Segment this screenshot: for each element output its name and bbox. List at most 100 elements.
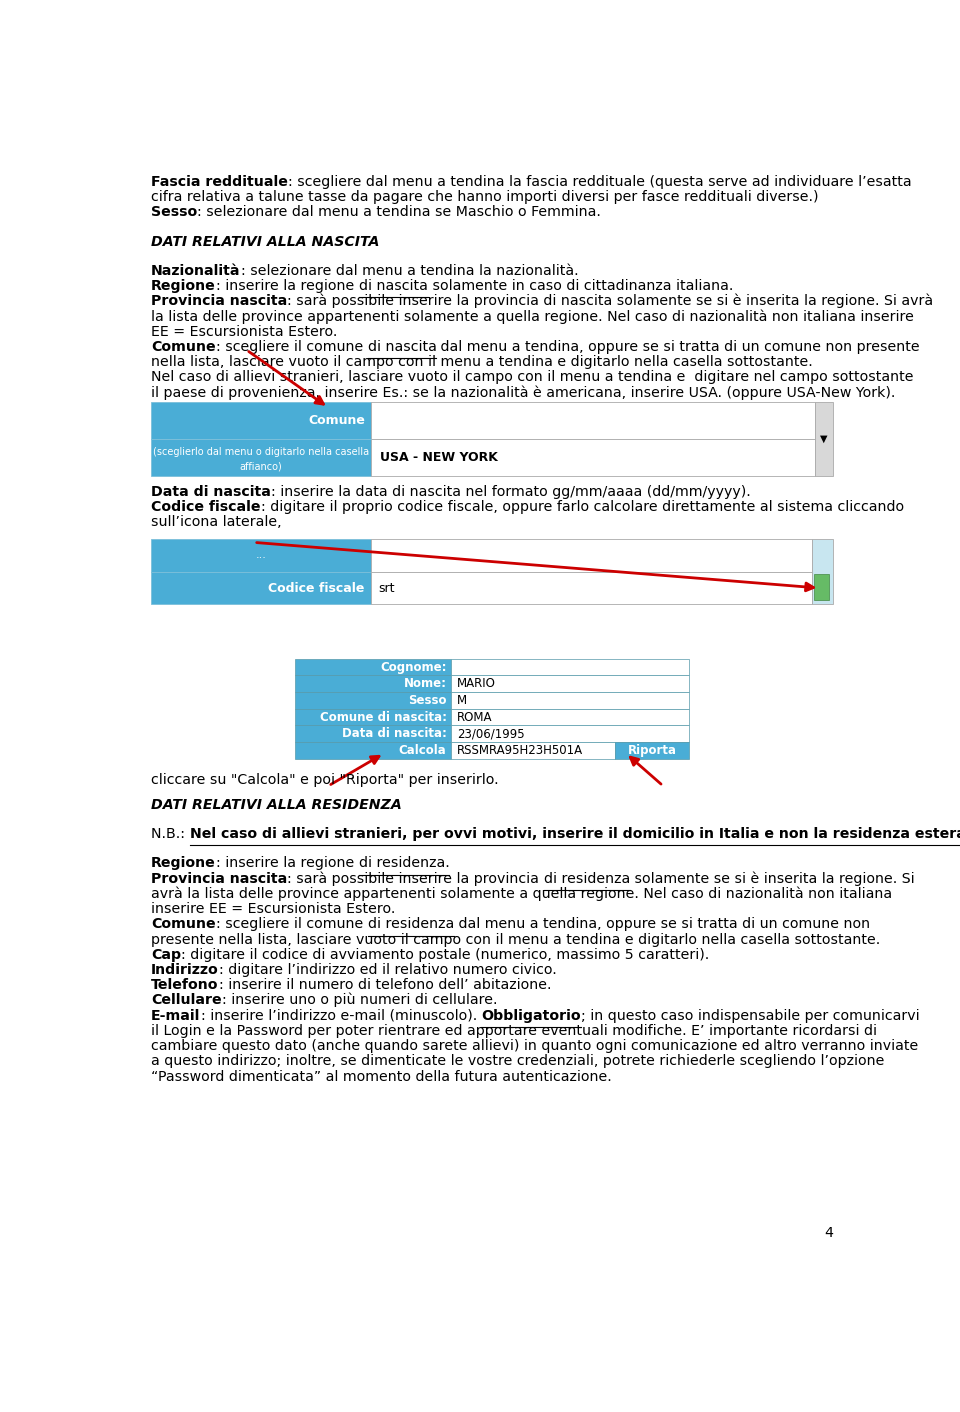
Text: MARIO: MARIO xyxy=(457,678,496,690)
FancyBboxPatch shape xyxy=(451,658,689,675)
Text: cifra relativa a talune tasse da pagare che hanno importi diversi per fasce redd: cifra relativa a talune tasse da pagare … xyxy=(152,191,819,203)
FancyBboxPatch shape xyxy=(152,539,371,572)
Text: : sarà possibile inserire la provincia: : sarà possibile inserire la provincia xyxy=(287,871,544,885)
Text: cambiare questo dato (anche quando sarete allievi) in quanto ogni comunicazione : cambiare questo dato (anche quando saret… xyxy=(152,1039,919,1053)
Text: avrà la lista delle province appartenenti solamente a quella regione. Nel caso d: avrà la lista delle province appartenent… xyxy=(152,887,893,901)
Text: ROMA: ROMA xyxy=(457,710,492,723)
Text: sull’icona laterale,: sull’icona laterale, xyxy=(152,515,282,530)
Text: Codice fiscale: Codice fiscale xyxy=(152,500,261,514)
Text: Provincia nascita: Provincia nascita xyxy=(152,294,287,308)
Text: Sesso: Sesso xyxy=(408,693,446,707)
Text: Nome:: Nome: xyxy=(403,678,446,690)
FancyBboxPatch shape xyxy=(451,726,689,743)
Text: M: M xyxy=(457,693,468,707)
Text: cliccare su "Calcola" e poi "Riporta" per inserirlo.: cliccare su "Calcola" e poi "Riporta" pe… xyxy=(152,772,499,786)
Text: la lista delle province appartenenti solamente a quella regione. Nel caso di naz: la lista delle province appartenenti sol… xyxy=(152,309,914,323)
Text: Comune: Comune xyxy=(152,340,216,354)
FancyBboxPatch shape xyxy=(451,675,689,692)
Text: 4: 4 xyxy=(824,1226,832,1240)
FancyBboxPatch shape xyxy=(814,573,829,600)
Text: (sceglierlo dal menu o digitarlo nella casella: (sceglierlo dal menu o digitarlo nella c… xyxy=(153,448,369,457)
Text: Indirizzo: Indirizzo xyxy=(152,963,219,977)
FancyBboxPatch shape xyxy=(371,572,812,604)
Text: Nel caso di allievi stranieri, per ovvi motivi, inserire il domicilio in Italia : Nel caso di allievi stranieri, per ovvi … xyxy=(190,827,960,842)
Text: : digitare il proprio codice fiscale, oppure farlo calcolare direttamente al sis: : digitare il proprio codice fiscale, op… xyxy=(261,500,904,514)
Text: USA - NEW YORK: USA - NEW YORK xyxy=(379,450,497,465)
Text: Fascia reddituale: Fascia reddituale xyxy=(152,175,288,189)
Text: : inserire il numero di telefono dell’ abitazione.: : inserire il numero di telefono dell’ a… xyxy=(219,979,551,993)
Text: Calcola: Calcola xyxy=(398,744,446,757)
Text: di residenza.: di residenza. xyxy=(359,857,449,870)
FancyBboxPatch shape xyxy=(815,402,832,476)
Text: Comune: Comune xyxy=(308,414,365,426)
FancyBboxPatch shape xyxy=(451,709,689,726)
FancyBboxPatch shape xyxy=(812,539,832,604)
Text: dal menu a tendina, oppure se si tratta di un comune non: dal menu a tendina, oppure se si tratta … xyxy=(454,918,870,932)
Text: di nascita: di nascita xyxy=(359,280,427,294)
FancyBboxPatch shape xyxy=(451,743,614,758)
Text: E-mail: E-mail xyxy=(152,1008,201,1022)
FancyBboxPatch shape xyxy=(152,402,371,439)
Text: Telefono: Telefono xyxy=(152,979,219,993)
Text: Comune di nascita:: Comune di nascita: xyxy=(320,710,446,723)
Text: Codice fiscale: Codice fiscale xyxy=(269,582,365,594)
Text: : inserire uno o più numeri di cellulare.: : inserire uno o più numeri di cellulare… xyxy=(222,993,497,1007)
Text: solamente in caso di cittadinanza italiana.: solamente in caso di cittadinanza italia… xyxy=(427,280,733,294)
Text: : sarà possibile inserire la provincia di nascita solamente se si è inserita la : : sarà possibile inserire la provincia d… xyxy=(287,294,934,308)
Text: di nascita: di nascita xyxy=(368,340,437,354)
Text: Comune: Comune xyxy=(152,918,216,932)
Text: : scegliere il comune: : scegliere il comune xyxy=(216,918,368,932)
Text: EE = Escursionista Estero.: EE = Escursionista Estero. xyxy=(152,325,338,339)
Text: RSSMRA95H23H501A: RSSMRA95H23H501A xyxy=(457,744,583,757)
FancyBboxPatch shape xyxy=(152,572,371,604)
Text: Regione: Regione xyxy=(152,857,216,870)
Text: affianco): affianco) xyxy=(240,462,282,472)
Text: Data di nascita: Data di nascita xyxy=(152,484,271,498)
Text: : scegliere dal menu a tendina la fascia reddituale (questa serve ad individuare: : scegliere dal menu a tendina la fascia… xyxy=(288,175,912,189)
Text: dal menu a tendina, oppure se si tratta di un comune non presente: dal menu a tendina, oppure se si tratta … xyxy=(437,340,920,354)
Text: DATI RELATIVI ALLA RESIDENZA: DATI RELATIVI ALLA RESIDENZA xyxy=(152,798,402,812)
FancyBboxPatch shape xyxy=(152,439,371,476)
FancyBboxPatch shape xyxy=(614,743,689,758)
FancyBboxPatch shape xyxy=(371,539,812,572)
Text: ▼: ▼ xyxy=(820,433,828,445)
Text: di residenza: di residenza xyxy=(368,918,454,932)
Text: Cellulare: Cellulare xyxy=(152,994,222,1007)
Text: a questo indirizzo; inoltre, se dimenticate le vostre credenziali, potrete richi: a questo indirizzo; inoltre, se dimentic… xyxy=(152,1055,884,1069)
Text: Data di nascita:: Data di nascita: xyxy=(342,727,446,740)
Text: Regione: Regione xyxy=(152,280,216,294)
FancyBboxPatch shape xyxy=(295,743,451,758)
Text: il paese di provenienza. inserire Es.: se la nazionalità è americana, inserire U: il paese di provenienza. inserire Es.: s… xyxy=(152,385,896,400)
Text: solamente se si è inserita la regione. Si: solamente se si è inserita la regione. S… xyxy=(630,871,915,885)
Text: il Login e la Password per poter rientrare ed apportare eventuali modifiche. E’ : il Login e la Password per poter rientra… xyxy=(152,1024,877,1038)
Text: Nazionalità: Nazionalità xyxy=(152,264,241,278)
FancyBboxPatch shape xyxy=(371,402,815,439)
FancyBboxPatch shape xyxy=(371,439,815,476)
Text: Sesso: Sesso xyxy=(152,205,198,219)
Text: : selezionare dal menu a tendina se Maschio o Femmina.: : selezionare dal menu a tendina se Masc… xyxy=(198,205,601,219)
Text: inserire EE = Escursionista Estero.: inserire EE = Escursionista Estero. xyxy=(152,902,396,916)
Text: Cap: Cap xyxy=(152,947,181,962)
Text: DATI RELATIVI ALLA NASCITA: DATI RELATIVI ALLA NASCITA xyxy=(152,234,379,249)
Text: Nel caso di allievi stranieri, lasciare vuoto il campo con il menu a tendina e  : Nel caso di allievi stranieri, lasciare … xyxy=(152,370,914,384)
Text: : scegliere il comune: : scegliere il comune xyxy=(216,340,368,354)
FancyBboxPatch shape xyxy=(451,692,689,709)
Text: ...: ... xyxy=(255,551,267,561)
Text: : digitare il codice di avviamento postale (numerico, massimo 5 caratteri).: : digitare il codice di avviamento posta… xyxy=(181,947,709,962)
Text: : inserire la regione: : inserire la regione xyxy=(216,857,359,870)
Text: N.B.:: N.B.: xyxy=(152,827,190,842)
Text: 23/06/1995: 23/06/1995 xyxy=(457,727,525,740)
Text: “Password dimenticata” al momento della futura autenticazione.: “Password dimenticata” al momento della … xyxy=(152,1069,612,1083)
Text: : digitare l’indirizzo ed il relativo numero civico.: : digitare l’indirizzo ed il relativo nu… xyxy=(219,963,557,977)
Text: Provincia nascita: Provincia nascita xyxy=(152,871,287,885)
Text: : selezionare dal menu a tendina la nazionalità.: : selezionare dal menu a tendina la nazi… xyxy=(241,264,578,278)
Text: ; in questo caso indispensabile per comunicarvi: ; in questo caso indispensabile per comu… xyxy=(581,1008,920,1022)
Text: : inserire l’indirizzo e-mail (minuscolo).: : inserire l’indirizzo e-mail (minuscolo… xyxy=(201,1008,481,1022)
Text: Cognome:: Cognome: xyxy=(380,661,446,674)
Text: Riporta: Riporta xyxy=(628,744,677,757)
Text: : inserire la regione: : inserire la regione xyxy=(216,280,359,294)
FancyBboxPatch shape xyxy=(295,726,451,743)
Text: : inserire la data di nascita nel formato gg/mm/aaaa (dd/mm/yyyy).: : inserire la data di nascita nel format… xyxy=(271,484,751,498)
FancyBboxPatch shape xyxy=(295,675,451,692)
Text: nella lista, lasciare vuoto il campo con il menu a tendina e digitarlo nella cas: nella lista, lasciare vuoto il campo con… xyxy=(152,356,813,369)
